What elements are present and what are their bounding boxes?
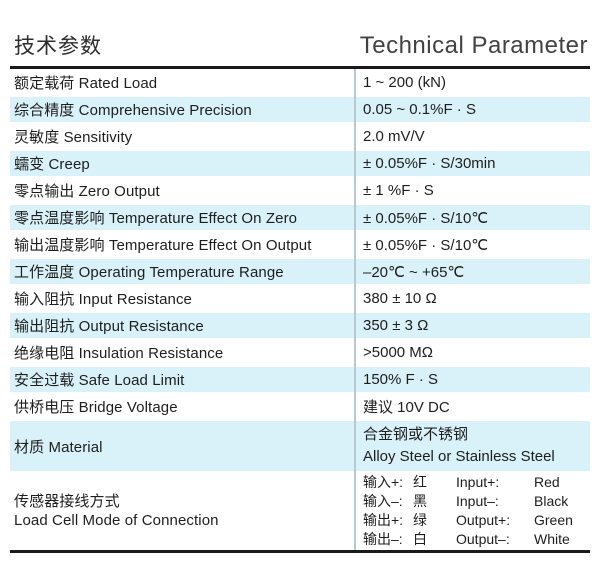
- table-row: 蠕变 Creep ± 0.05%F · S/30min: [10, 150, 590, 177]
- wiring-en: Input+:: [456, 474, 500, 490]
- wiring-en-color: Red: [534, 474, 560, 490]
- param-value: ± 0.05%F · S/10℃: [354, 231, 590, 258]
- table-row: 灵敏度 Sensitivity 2.0 mV/V: [10, 123, 590, 150]
- technical-parameter-page: 技术参数 Technical Parameter 额定载荷 Rated Load…: [10, 0, 590, 553]
- material-value-en: Alloy Steel or Stainless Steel: [363, 448, 555, 465]
- wiring-zh-color: 白: [413, 531, 427, 547]
- table-row: 额定载荷 Rated Load 1 ~ 200 (kN): [10, 69, 590, 96]
- param-value: 350 ± 3 Ω: [354, 312, 590, 339]
- param-label: 输出阻抗 Output Resistance: [14, 318, 204, 335]
- param-label: 额定载荷 Rated Load: [14, 75, 158, 92]
- param-label-connection: 传感器接线方式 Load Cell Mode of Connection: [10, 472, 354, 550]
- param-value: 建议 10V DC: [354, 393, 590, 420]
- wiring-zh-color: 绿: [413, 512, 427, 528]
- param-value: 380 ± 10 Ω: [354, 285, 590, 312]
- table-row: 供桥电压 Bridge Voltage 建议 10V DC: [10, 393, 590, 420]
- table-row: 输出阻抗 Output Resistance 350 ± 3 Ω: [10, 312, 590, 339]
- param-label: 供桥电压 Bridge Voltage: [14, 399, 178, 416]
- wiring-zh: 输入+:: [363, 474, 404, 490]
- wiring-zh: 输出–:: [363, 531, 403, 547]
- table-row: 绝缘电阻 Insulation Resistance >5000 MΩ: [10, 339, 590, 366]
- param-value: ± 0.05%F · S/30min: [354, 150, 590, 177]
- wiring-en-color: Black: [534, 493, 569, 509]
- table-row-material: 材质 Material 合金钢或不锈钢 Alloy Steel or Stain…: [10, 420, 590, 472]
- table-row: 综合精度 Comprehensive Precision 0.05 ~ 0.1%F…: [10, 96, 590, 123]
- param-label: 灵敏度 Sensitivity: [14, 129, 133, 146]
- param-value: 0.05 ~ 0.1%F · S: [354, 96, 590, 123]
- param-value: >5000 MΩ: [354, 339, 590, 366]
- wiring-en: Output+:: [456, 512, 511, 528]
- parameter-table: 额定载荷 Rated Load 1 ~ 200 (kN) 综合精度 Comprehe…: [10, 66, 590, 553]
- table-row: 输出温度影响 Temperature Effect On Output ± 0.0…: [10, 231, 590, 258]
- param-value: ± 1 %F · S: [354, 177, 590, 204]
- page-header: 技术参数 Technical Parameter: [10, 0, 590, 66]
- param-label: 绝缘电阻 Insulation Resistance: [14, 345, 224, 362]
- param-label-material: 材质 Material: [14, 438, 103, 456]
- table-row: 工作温度 Operating Temperature Range –20℃ ~ +…: [10, 258, 590, 285]
- param-label: 输入阻抗 Input Resistance: [14, 291, 192, 308]
- param-value-material: 合金钢或不锈钢 Alloy Steel or Stainless Steel: [354, 420, 590, 472]
- param-value: –20℃ ~ +65℃: [354, 258, 590, 285]
- param-value: 1 ~ 200 (kN): [354, 69, 590, 96]
- param-label: 安全过载 Safe Load Limit: [14, 372, 185, 389]
- param-value: ± 0.05%F · S/10℃: [354, 204, 590, 231]
- wiring-en: Output–:: [456, 531, 510, 547]
- table-row: 输入阻抗 Input Resistance 380 ± 10 Ω: [10, 285, 590, 312]
- table-row: 零点温度影响 Temperature Effect On Zero ± 0.05%…: [10, 204, 590, 231]
- param-label: 零点输出 Zero Output: [14, 183, 160, 200]
- wiring-zh: 输出+:: [363, 512, 404, 528]
- table-row: 零点输出 Zero Output ± 1 %F · S: [10, 177, 590, 204]
- parameter-rows: 额定载荷 Rated Load 1 ~ 200 (kN) 综合精度 Comprehe…: [10, 69, 590, 420]
- material-value-zh: 合金钢或不锈钢: [363, 426, 469, 443]
- connection-label-en: Load Cell Mode of Connection: [14, 512, 219, 529]
- wiring-en: Input–:: [456, 493, 499, 509]
- wiring-table: 输入+: 红 Input+: Red 输入–: 黑 Input–: Black 输出+: 绿 Out…: [354, 472, 590, 550]
- param-label: 工作温度 Operating Temperature Range: [14, 264, 284, 281]
- param-label: 综合精度 Comprehensive Precision: [14, 102, 252, 119]
- param-label: 蠕变 Creep: [14, 156, 90, 173]
- wiring-en-color: White: [534, 531, 570, 547]
- wiring-zh-color: 黑: [413, 493, 427, 509]
- connection-label-zh: 传感器接线方式: [14, 493, 120, 510]
- table-row-connection: 传感器接线方式 Load Cell Mode of Connection 输入+…: [10, 472, 590, 550]
- table-row: 安全过载 Safe Load Limit 150% F · S: [10, 366, 590, 393]
- param-label: 零点温度影响 Temperature Effect On Zero: [14, 210, 298, 227]
- page-title-zh: 技术参数: [14, 35, 102, 58]
- wiring-en-color: Green: [534, 512, 573, 528]
- page-title-en: Technical Parameter: [359, 32, 588, 59]
- wiring-zh: 输入–:: [363, 493, 403, 509]
- param-value: 2.0 mV/V: [354, 123, 590, 150]
- wiring-zh-color: 红: [413, 474, 427, 490]
- param-label: 输出温度影响 Temperature Effect On Output: [14, 237, 312, 254]
- param-value: 150% F · S: [354, 366, 590, 393]
